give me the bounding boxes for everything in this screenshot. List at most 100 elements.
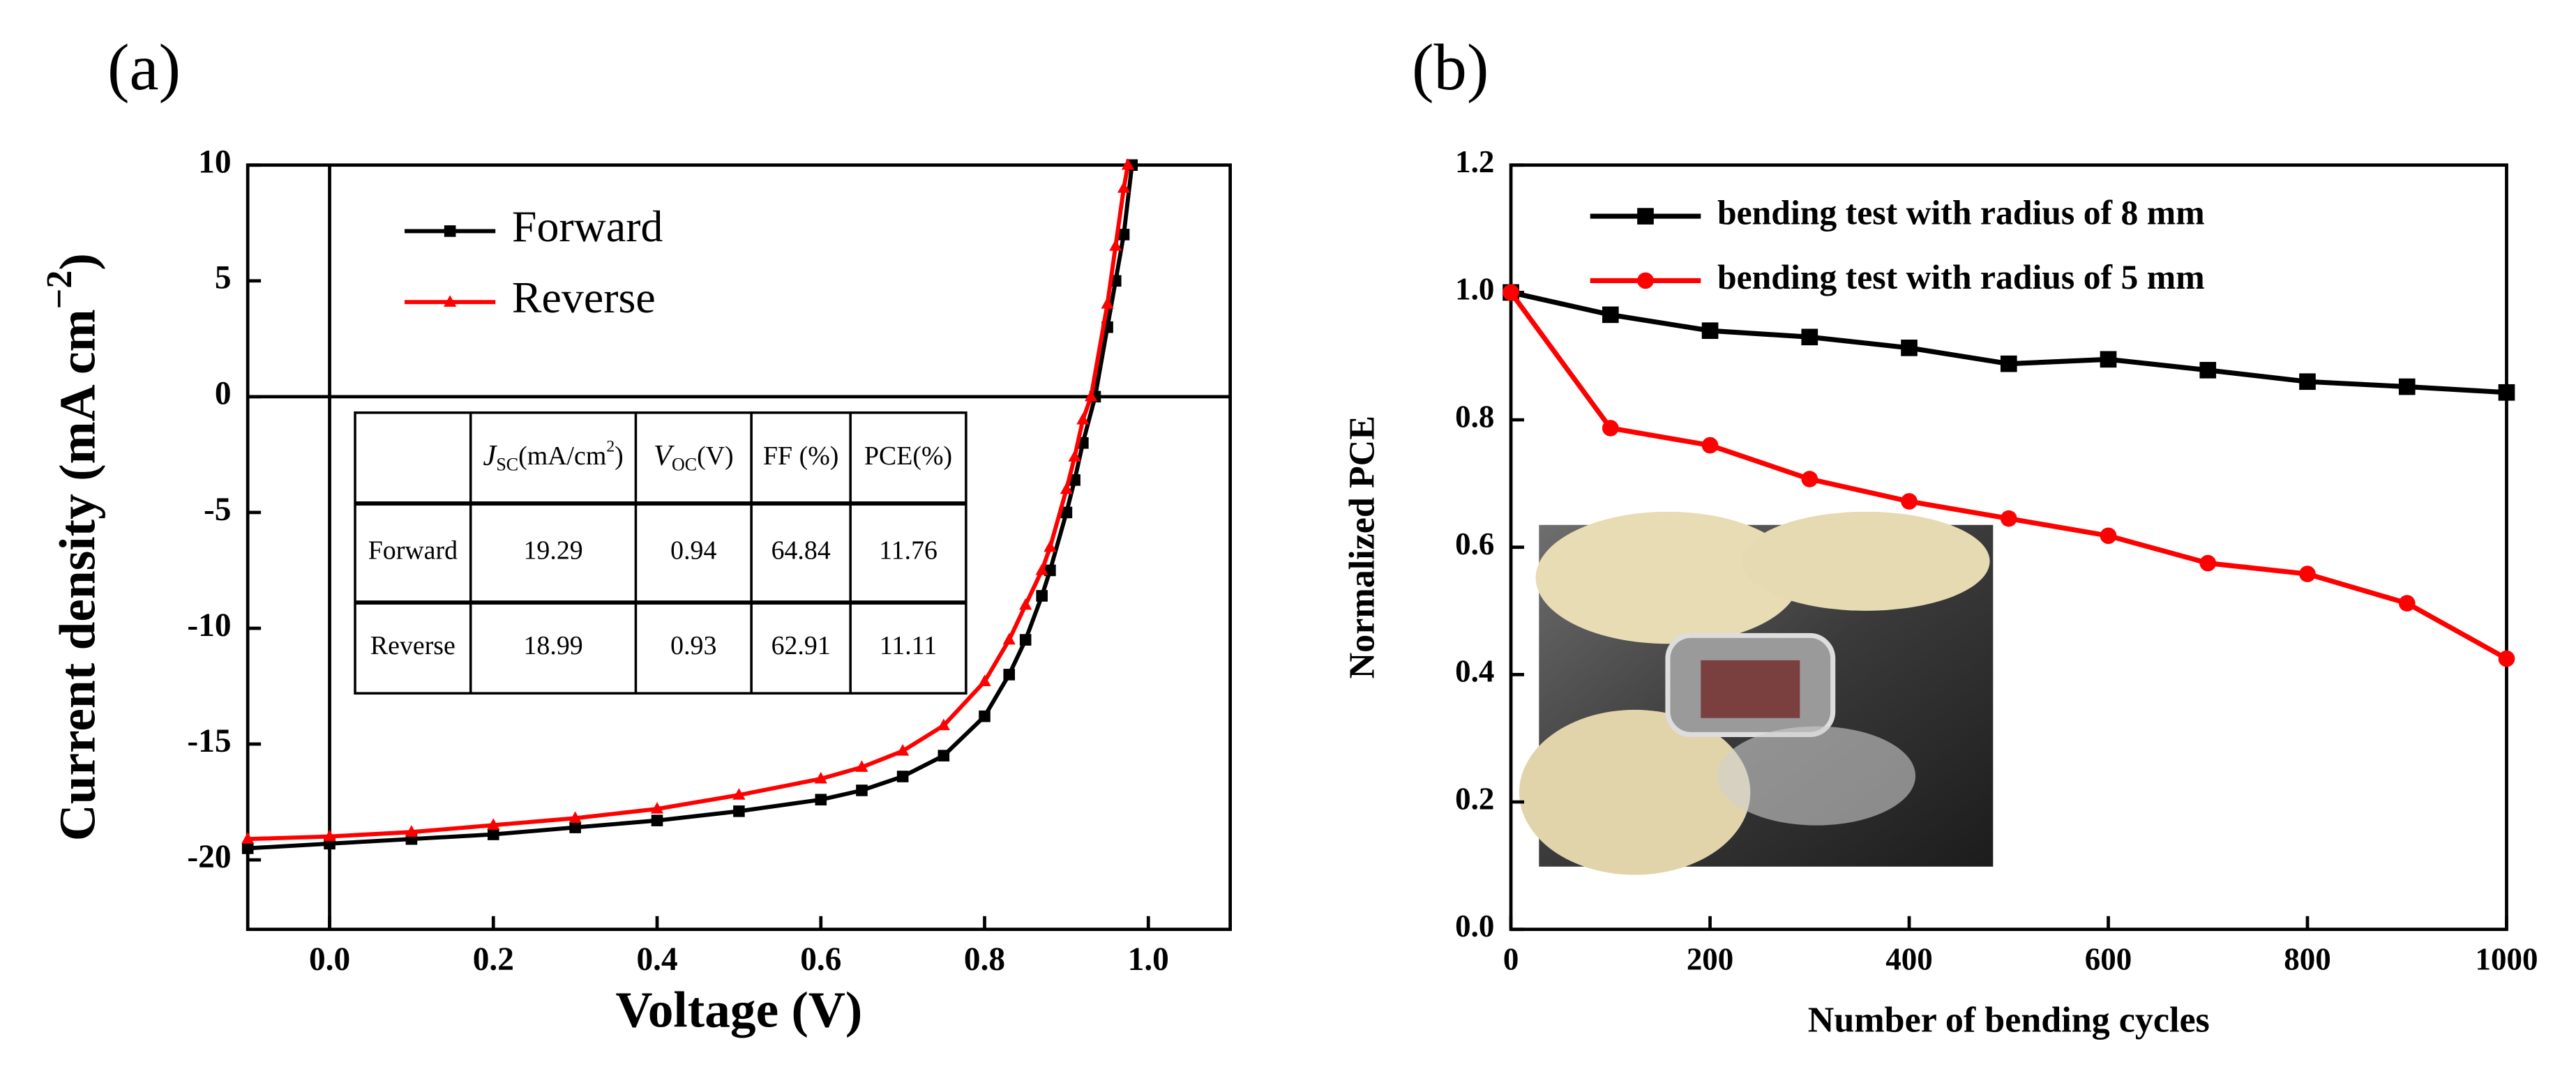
data-point	[241, 832, 255, 844]
y-axis-label-sup: −2	[40, 271, 80, 310]
legend-marker	[444, 295, 457, 307]
header-unit: PCE(%)	[864, 441, 952, 471]
y-tick-label: -15	[187, 723, 231, 759]
table-cell: 64.84	[771, 536, 831, 566]
y-tick-label: 10	[198, 144, 231, 181]
data-point	[569, 821, 581, 833]
x-tick-label: 400	[1885, 941, 1932, 976]
x-tick-label: 1.0	[1128, 941, 1169, 978]
x-axis-label: Voltage (V)	[615, 982, 862, 1038]
data-point	[1117, 229, 1130, 241]
x-tick-label: 1000	[2476, 941, 2538, 976]
table-header: PCE(%)	[864, 441, 952, 471]
table-cell: 11.76	[879, 536, 937, 566]
data-point	[855, 760, 868, 772]
series-line	[248, 165, 1130, 842]
header-symbol: V	[654, 439, 675, 472]
y-axis-label-end: )	[49, 253, 105, 270]
y-tick-label: 0.4	[1455, 654, 1494, 689]
data-point	[2000, 510, 2017, 527]
table-header: VOC(V)	[654, 439, 734, 475]
y-tick-label: 0.8	[1455, 399, 1494, 434]
y-tick-label: -20	[187, 839, 231, 875]
data-point	[1069, 474, 1080, 486]
x-tick-label: 0.0	[309, 941, 350, 978]
data-point	[405, 825, 419, 837]
data-point	[323, 829, 336, 842]
data-point	[2299, 566, 2316, 582]
data-point	[1076, 413, 1090, 425]
data-point	[1901, 493, 1918, 510]
panel-label: (a)	[107, 31, 181, 104]
data-point	[241, 842, 254, 854]
data-point	[1003, 669, 1016, 681]
series-line	[247, 165, 1134, 851]
legend-marker	[444, 225, 456, 237]
legend-marker	[1637, 272, 1654, 289]
data-point	[1060, 482, 1074, 494]
x-tick-label: 200	[1687, 941, 1733, 976]
data-point	[487, 818, 500, 830]
data-point	[896, 771, 909, 782]
y-tick-label: 1.2	[1455, 144, 1494, 179]
header-sup: 2	[606, 438, 615, 456]
y-tick-label: -10	[187, 607, 231, 644]
data-point	[1801, 471, 1818, 487]
data-point	[1044, 540, 1057, 552]
data-point	[2498, 384, 2515, 401]
data-point	[1901, 340, 1918, 356]
y-tick-label: 0	[215, 376, 232, 412]
table-row-label: Reverse	[370, 631, 455, 660]
data-point	[1002, 632, 1016, 645]
data-point	[1701, 322, 1719, 340]
data-point	[814, 771, 827, 784]
plot-frame	[246, 163, 1233, 932]
series-line	[1510, 289, 2507, 395]
table-header: FF (%)	[763, 441, 838, 471]
y-axis-label: Normalized PCE	[1343, 416, 1383, 678]
data-point	[2199, 554, 2217, 572]
y-tick-label: -5	[204, 492, 231, 528]
legend-label: bending test with radius of 8 mm	[1717, 194, 2205, 232]
data-point	[937, 718, 950, 731]
data-point	[2299, 373, 2316, 391]
y-axis-label: Current density (mA cm−2)	[40, 253, 105, 841]
data-point	[1084, 389, 1098, 402]
data-point	[1101, 297, 1114, 309]
table-row-label: Forward	[368, 536, 458, 566]
data-point	[1121, 158, 1135, 170]
data-point	[568, 811, 582, 823]
y-tick-label: 5	[215, 260, 232, 296]
legend-marker	[1637, 208, 1654, 225]
y-tick-label: 0.6	[1455, 526, 1494, 561]
panel-label: (b)	[1412, 31, 1489, 104]
table-cell: 62.91	[771, 631, 831, 660]
header-unit: (mA/cm	[518, 441, 606, 471]
data-point	[2100, 351, 2117, 368]
data-point	[1035, 563, 1048, 575]
data-point	[1701, 437, 1719, 454]
data-point	[1502, 284, 1519, 301]
data-point	[1109, 239, 1122, 251]
data-point	[856, 784, 868, 796]
data-point	[979, 710, 991, 722]
header-unit: (V)	[697, 441, 734, 471]
table-cell: 18.99	[524, 631, 583, 660]
header-end: )	[615, 441, 624, 471]
x-tick-label: 800	[2284, 941, 2330, 976]
x-tick-label: 0.4	[636, 941, 677, 978]
data-point	[1036, 590, 1048, 602]
data-point	[2398, 378, 2416, 395]
x-tick-label: 0	[1503, 941, 1519, 976]
data-point	[2498, 650, 2515, 667]
data-point	[2100, 527, 2117, 545]
data-point	[815, 794, 827, 806]
data-point	[2199, 361, 2217, 379]
data-point	[732, 788, 746, 800]
header-symbol: J	[483, 439, 497, 472]
y-axis-label-text: Current density (mA cm	[49, 309, 105, 841]
x-tick-label: 0.6	[800, 941, 841, 978]
data-point	[2000, 355, 2017, 372]
x-tick-label: 0.8	[964, 941, 1005, 978]
